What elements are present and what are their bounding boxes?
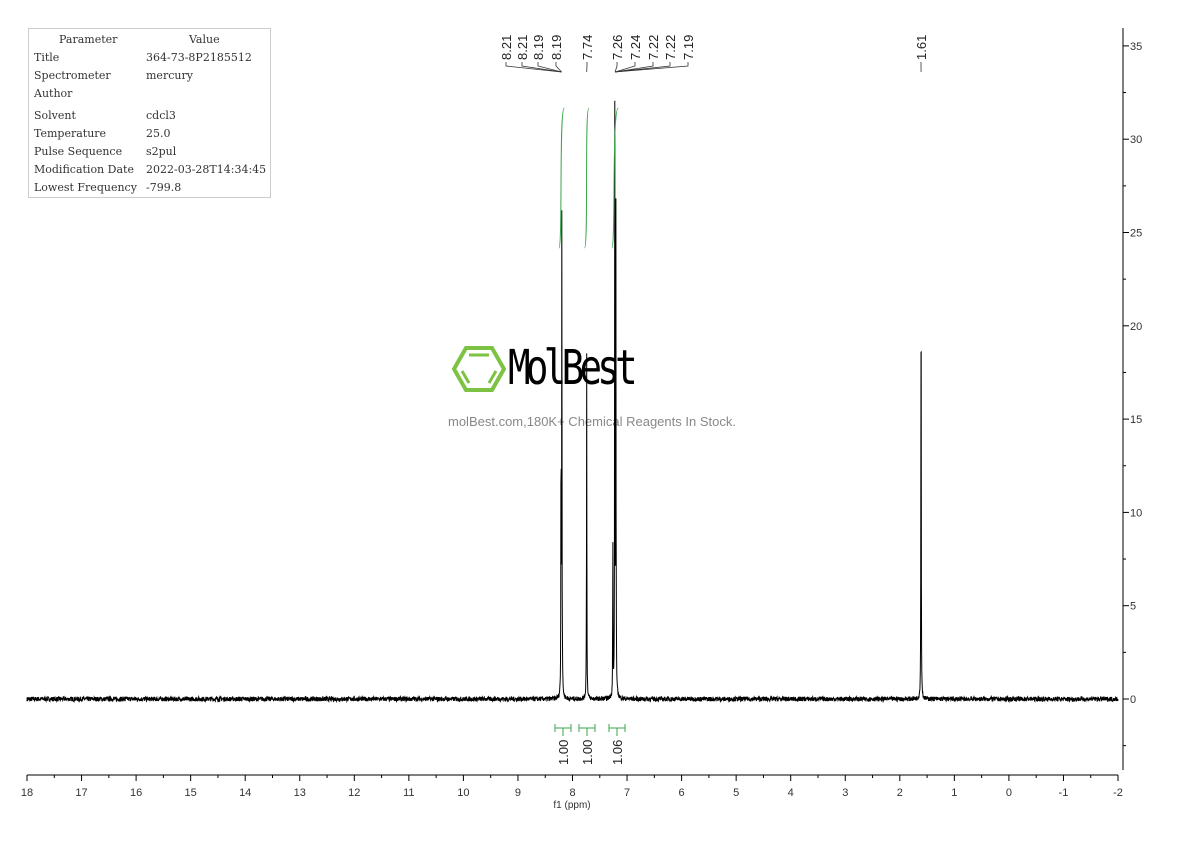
benzene-logo-icon	[452, 346, 506, 392]
x-tick-label: 15	[185, 787, 197, 799]
param-label: Pulse Sequence	[34, 145, 123, 158]
peak-label-connector	[521, 62, 562, 73]
param-label: Modification Date	[34, 163, 134, 176]
param-value: cdcl3	[146, 109, 176, 122]
peak-label-connector	[615, 62, 689, 73]
x-tick-label: 4	[788, 787, 794, 799]
param-label: Title	[34, 51, 60, 64]
integral-value: 1.00	[580, 740, 595, 765]
peak-label: 8.21	[515, 35, 530, 60]
peak-label-connector	[615, 62, 671, 73]
param-label: Temperature	[34, 127, 107, 140]
x-tick-label: 5	[733, 787, 739, 799]
x-tick-label: 2	[897, 787, 903, 799]
param-header: Parameter	[59, 33, 118, 46]
param-value: 364-73-8P2185512	[146, 51, 252, 64]
value-header: Value	[189, 33, 220, 46]
integral-bracket	[554, 724, 572, 736]
integral-curve	[611, 107, 619, 249]
integral-value: 1.06	[610, 740, 625, 765]
y-tick-label: 15	[1130, 414, 1142, 426]
integral-value: 1.00	[556, 740, 571, 765]
y-tick-label: 25	[1130, 228, 1142, 240]
param-value: s2pul	[146, 145, 177, 158]
param-label: Lowest Frequency	[34, 181, 137, 194]
y-tick-label: 10	[1130, 507, 1142, 519]
peak-label-connector	[537, 62, 562, 73]
param-value: 2022-03-28T14:34:45	[146, 163, 267, 176]
peak-label: 7.26	[610, 35, 625, 60]
integral-curve	[584, 107, 590, 249]
peak-label-connector	[614, 62, 654, 73]
x-tick-label: 10	[457, 787, 469, 799]
param-label: Spectrometer	[34, 69, 111, 82]
integral-curve	[558, 107, 565, 249]
x-tick-label: 9	[515, 787, 521, 799]
peak-label: 1.61	[914, 35, 929, 60]
x-tick-label: 0	[1006, 787, 1012, 799]
y-tick-label: 30	[1130, 134, 1142, 146]
x-tick-label: 16	[130, 787, 142, 799]
x-tick-label: 7	[624, 787, 630, 799]
peak-label: 7.74	[580, 35, 595, 60]
x-tick-label: 12	[348, 787, 360, 799]
param-value: -799.8	[146, 181, 182, 194]
y-tick-label: 35	[1130, 41, 1142, 53]
x-axis-label: f1 (ppm)	[553, 800, 590, 811]
x-tick-label: 18	[21, 787, 33, 799]
peak-label-connector	[614, 62, 618, 73]
peak-label: 8.19	[531, 35, 546, 60]
param-label: Author	[34, 87, 73, 100]
y-tick-label: 5	[1130, 601, 1136, 613]
peak-label: 7.22	[646, 35, 661, 60]
peak-label-connector	[505, 62, 562, 73]
x-tick-label: 14	[239, 787, 251, 799]
peak-label: 8.21	[499, 35, 514, 60]
x-tick-label: 11	[403, 787, 414, 799]
peak-label: 8.19	[549, 35, 564, 60]
parameter-table: Parameter Value Title 364-73-8P2185512 S…	[28, 28, 271, 198]
x-tick-label: -2	[1113, 787, 1123, 799]
x-tick-label: -1	[1059, 787, 1069, 799]
peak-label-connector	[555, 62, 562, 73]
param-value: 25.0	[146, 127, 171, 140]
spectrum-line	[26, 100, 1119, 704]
x-tick-label: 8	[569, 787, 575, 799]
x-tick-label: 13	[294, 787, 306, 799]
param-label: Solvent	[34, 109, 76, 122]
peak-label-connector	[614, 62, 636, 73]
peak-label: 7.24	[628, 35, 643, 60]
y-tick-label: 0	[1130, 694, 1136, 706]
integral-bracket	[608, 724, 626, 736]
param-value: mercury	[146, 69, 193, 82]
x-tick-label: 3	[842, 787, 848, 799]
x-tick-label: 6	[679, 787, 685, 799]
peak-label: 7.22	[663, 35, 678, 60]
integral-bracket	[578, 724, 596, 736]
watermark-tagline: molBest.com,180K+ Chemical Reagents In S…	[448, 414, 736, 429]
x-tick-label: 1	[951, 787, 957, 799]
x-tick-label: 17	[75, 787, 87, 799]
peak-label: 7.19	[681, 35, 696, 60]
y-tick-label: 20	[1130, 321, 1142, 333]
